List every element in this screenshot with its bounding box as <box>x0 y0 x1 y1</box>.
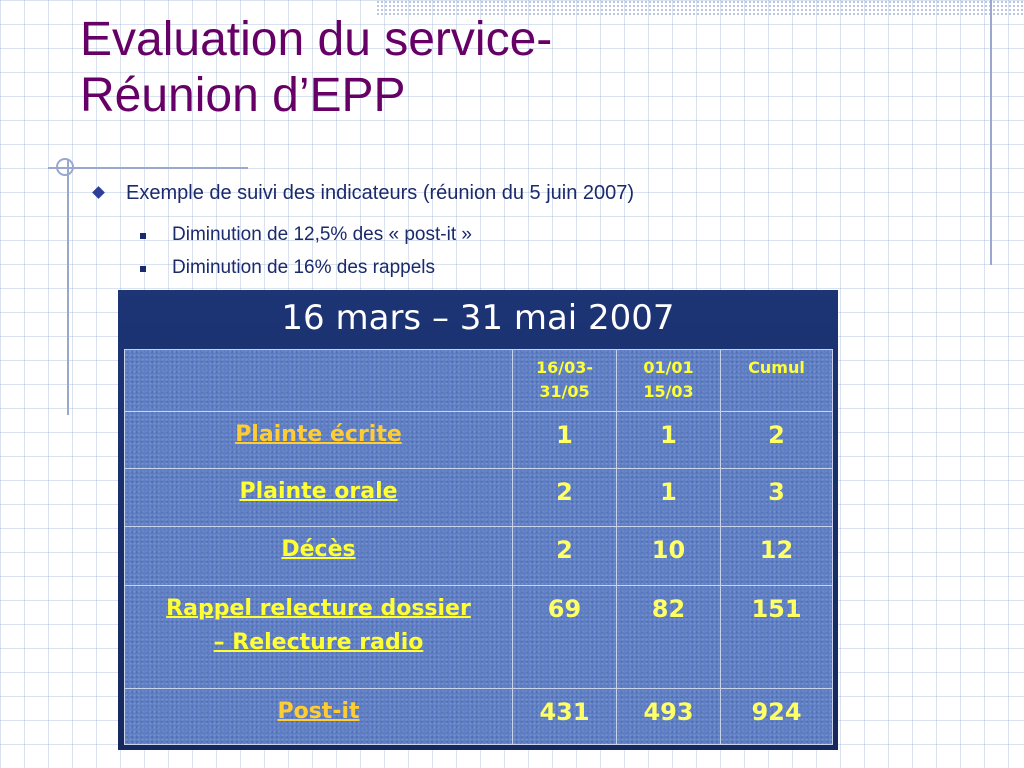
row-label: Décès <box>281 537 356 562</box>
table-header-row: 16/03- 31/05 01/01 15/03 Cumul <box>124 349 833 412</box>
diamond-bullet-icon <box>92 186 105 199</box>
table-row: Post-it 431 493 924 <box>124 688 833 745</box>
header-text: Cumul <box>748 358 805 377</box>
embedded-table-image: 16 mars – 31 mai 2007 16/03- 31/05 01/01… <box>118 290 838 750</box>
header-text: 31/05 <box>539 382 590 401</box>
table-row: Plainte écrite 1 1 2 <box>124 411 833 469</box>
header-text: 01/01 <box>643 358 694 377</box>
table-row: Plainte orale 2 1 3 <box>124 468 833 527</box>
value-cell: 924 <box>720 688 833 745</box>
row-label-cell: Rappel relecture dossier – Relecture rad… <box>124 585 513 689</box>
row-label: – Relecture radio <box>213 630 424 655</box>
value-cell: 151 <box>720 585 833 689</box>
value-cell: 1 <box>616 468 721 527</box>
slide-title: Evaluation du service- Réunion d’EPP <box>80 12 552 124</box>
value-cell: 3 <box>720 468 833 527</box>
decorative-line-right <box>990 0 992 265</box>
row-label: Plainte orale <box>239 479 398 504</box>
value-cell: 2 <box>512 526 617 586</box>
row-label-cell: Plainte écrite <box>124 411 513 469</box>
title-underline <box>48 167 248 169</box>
header-cell-period1: 16/03- 31/05 <box>512 349 617 412</box>
slide-title-line1: Evaluation du service- <box>80 13 553 66</box>
sub-bullet-text: Diminution de 16% des rappels <box>172 257 435 278</box>
header-text: 16/03- <box>535 358 593 377</box>
sub-bullet-text: Diminution de 12,5% des « post-it » <box>172 224 472 245</box>
header-text: 15/03 <box>643 382 694 401</box>
row-label: Plainte écrite <box>235 422 402 447</box>
slide-title-line2: Réunion d’EPP <box>80 69 406 122</box>
value-cell: 69 <box>512 585 617 689</box>
value-cell: 493 <box>616 688 721 745</box>
row-label-cell: Décès <box>124 526 513 586</box>
value-cell: 2 <box>512 468 617 527</box>
decorative-line-left <box>67 160 69 415</box>
value-cell: 1 <box>616 411 721 469</box>
header-empty-cell <box>124 349 513 412</box>
table-row: Décès 2 10 12 <box>124 526 833 586</box>
value-cell: 2 <box>720 411 833 469</box>
decorative-circle-icon <box>56 158 74 176</box>
row-label-cell: Post-it <box>124 688 513 745</box>
row-label: Rappel relecture dossier <box>166 596 471 621</box>
value-cell: 431 <box>512 688 617 745</box>
value-cell: 82 <box>616 585 721 689</box>
table-row: Rappel relecture dossier – Relecture rad… <box>124 585 833 689</box>
row-label-cell: Plainte orale <box>124 468 513 527</box>
value-cell: 12 <box>720 526 833 586</box>
header-cell-period2: 01/01 15/03 <box>616 349 721 412</box>
table-title: 16 mars – 31 mai 2007 <box>281 298 675 338</box>
value-cell: 10 <box>616 526 721 586</box>
top-dotted-band <box>376 0 1024 16</box>
value-cell: 1 <box>512 411 617 469</box>
square-bullet-icon <box>140 233 146 239</box>
row-label: Post-it <box>277 699 360 724</box>
bullet-text: Exemple de suivi des indicateurs (réunio… <box>126 182 635 204</box>
indicator-table: 16/03- 31/05 01/01 15/03 Cumul Plainte é… <box>124 349 833 745</box>
header-cell-cumul: Cumul <box>720 349 833 412</box>
square-bullet-icon <box>140 266 146 272</box>
